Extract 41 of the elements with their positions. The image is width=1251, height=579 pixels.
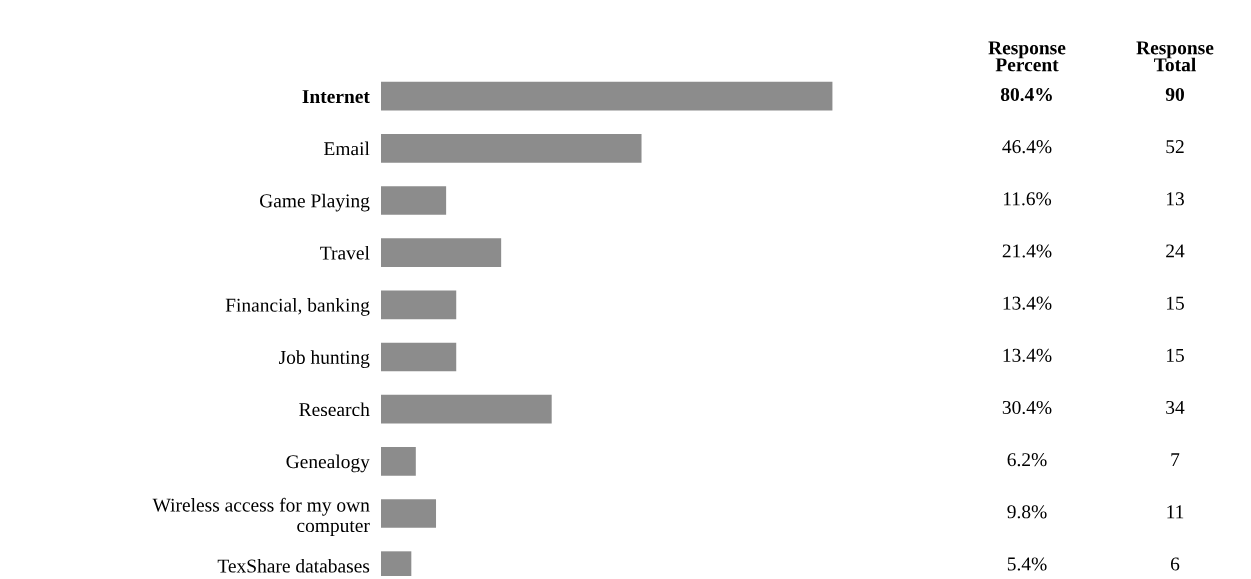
data-label: 5.4% [1007, 557, 1047, 571]
text: 13 [1166, 192, 1184, 206]
y-tick-label: Genealogy [286, 454, 370, 473]
text: 6 [1170, 557, 1180, 571]
y-tick-label: Travel [320, 245, 370, 260]
bar [381, 394, 552, 424]
data-label: 30.4% [1002, 400, 1052, 415]
y-tick-label: Job hunting [279, 350, 370, 368]
text: 90 [1165, 87, 1184, 102]
y-tick-label: Wireless access for my own computer [152, 497, 370, 537]
data-label: 13.4% [1003, 296, 1052, 310]
text: 15 [1166, 348, 1184, 362]
data-label: 46.4% [1002, 140, 1052, 154]
y-tick-label: Internet [302, 90, 370, 104]
bar [381, 446, 416, 476]
y-tick-label: Financial, banking [225, 298, 370, 316]
bar [381, 186, 447, 215]
y-tick-label: Email [324, 141, 370, 156]
text: 15 [1166, 296, 1184, 310]
data-label: 21.4% [1002, 244, 1052, 258]
text: 34 [1166, 400, 1185, 415]
y-tick-label: TexShare databases [217, 558, 370, 573]
bar [381, 81, 833, 111]
bar [381, 499, 437, 528]
text: 24 [1166, 244, 1185, 258]
data-label: 6.2% [1007, 453, 1047, 467]
text: 52 [1166, 140, 1184, 154]
data-label: 11.6% [1003, 192, 1052, 206]
text: Response Total [1136, 41, 1214, 72]
data-label: 9.8% [1007, 505, 1047, 519]
text: 7 [1171, 453, 1180, 467]
bar [381, 290, 457, 320]
data-label: 13.4% [1003, 348, 1052, 362]
y-tick-label: Game Playing [259, 193, 370, 212]
bar [381, 238, 502, 267]
y-tick-label: Research [299, 402, 370, 417]
text: Response Percent [988, 41, 1066, 72]
bar [381, 133, 642, 163]
data-label: 80.4% [1000, 87, 1052, 102]
text: 11 [1167, 505, 1184, 519]
bar [381, 342, 457, 372]
